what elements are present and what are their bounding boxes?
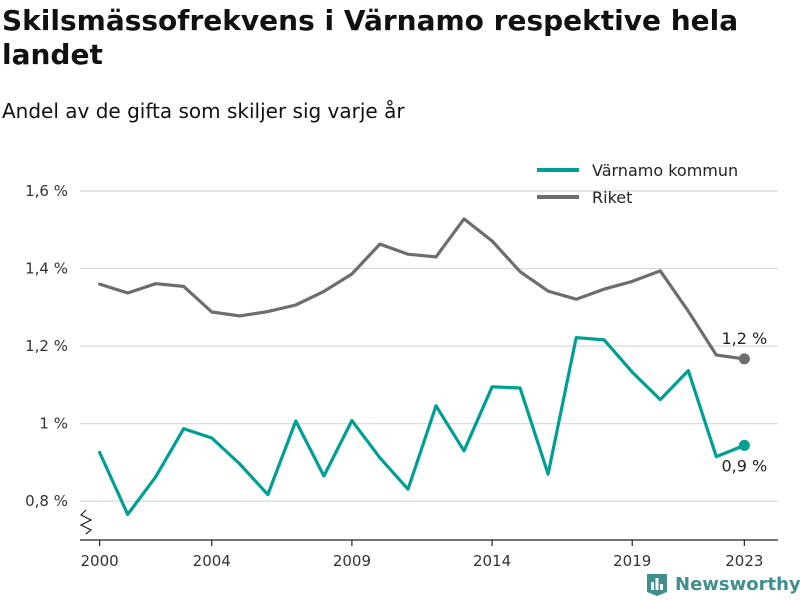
legend: Värnamo kommun Riket [537,161,738,207]
x-tick-label: 2014 [473,552,511,570]
x-tick-label: 2023 [725,552,763,570]
legend-label: Riket [592,188,632,207]
series-lines: 0,9 % 1,2 % [97,217,767,517]
series-line-0 [97,336,747,517]
y-tick-label: 1,2 % [25,337,68,355]
series-end-label: 1,2 % [721,329,767,348]
x-tick-label: 2004 [193,552,231,570]
x-tick-label: 2009 [333,552,371,570]
series-end-point [738,439,750,451]
x-axis: 2000 2004 2009 2014 2019 2023 [80,539,778,570]
y-tick-label: 1 % [39,415,68,433]
x-tick-label: 2019 [613,552,651,570]
axis-break-icon [79,509,93,535]
gridlines [80,190,778,502]
y-tick-label: 1,6 % [25,182,68,200]
bar-chart-logo-icon [647,574,667,596]
series-line-1 [97,217,747,361]
y-tick-label: 0,8 % [25,492,68,510]
chart-title: Skilsmässofrekvens i Värnamo respektive … [2,4,739,71]
y-axis: 0,8 % 1 % 1,2 % 1,4 % 1,6 % [25,182,93,535]
chart-subtitle: Andel av de gifta som skiljer sig varje … [2,99,405,123]
brand-logo: Newsworthy [645,570,800,598]
series-end-label: 0,9 % [721,456,767,475]
x-tick-label: 2000 [81,552,119,570]
series-end-point [738,353,750,365]
brand-name: Newsworthy [675,573,800,595]
legend-label: Värnamo kommun [592,161,738,180]
y-tick-label: 1,4 % [25,260,68,278]
